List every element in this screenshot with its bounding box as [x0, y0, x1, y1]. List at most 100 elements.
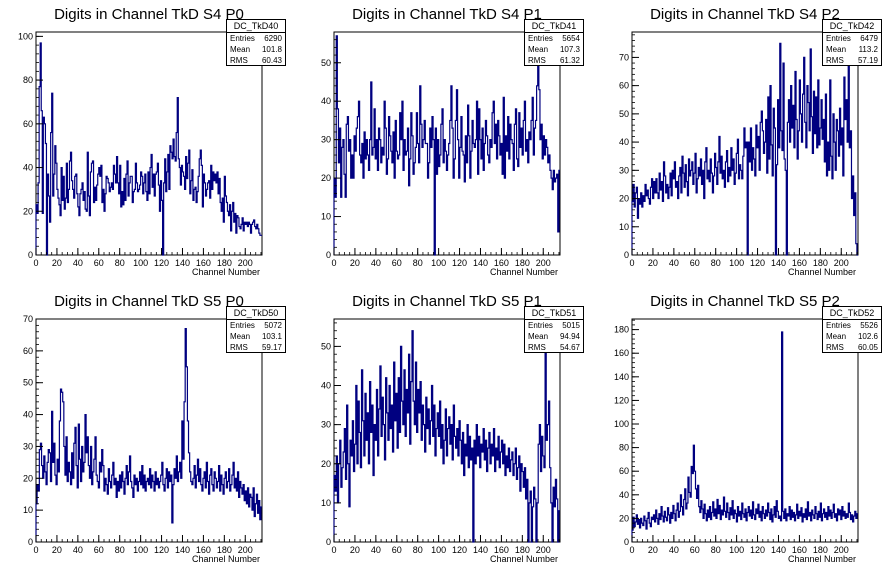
x-tick-label: 0	[331, 258, 336, 268]
x-tick-label: 80	[711, 258, 721, 268]
x-tick-label: 120	[750, 258, 765, 268]
stats-value: 5654	[562, 34, 580, 43]
x-axis-label: Channel Number	[788, 554, 856, 564]
stats-label: RMS	[826, 343, 844, 352]
stats-name: DC_TkD51	[525, 307, 583, 320]
stats-mean-row: Mean 102.6	[823, 331, 881, 342]
stats-rms-row: RMS 60.05	[823, 342, 881, 353]
y-tick-label: 40	[23, 410, 33, 420]
histogram-title: Digits in Channel TkD S5 P1	[352, 293, 542, 310]
y-tick-label: 30	[619, 165, 629, 175]
x-axis-label: Channel Number	[192, 267, 260, 277]
x-tick-label: 160	[494, 258, 509, 268]
x-tick-label: 60	[94, 545, 104, 555]
x-tick-label: 200	[238, 258, 253, 268]
x-tick-label: 80	[711, 545, 721, 555]
stats-label: Entries	[826, 34, 851, 43]
x-tick-label: 40	[73, 258, 83, 268]
x-tick-label: 180	[217, 545, 232, 555]
stats-label: Entries	[528, 34, 553, 43]
stats-label: Entries	[230, 34, 255, 43]
histogram-title: Digits in Channel TkD S4 P0	[54, 6, 244, 23]
stats-entries-row: Entries 5654	[525, 33, 583, 44]
stats-value: 5526	[860, 321, 878, 330]
y-tick-label: 120	[614, 395, 629, 405]
y-tick-label: 0	[624, 250, 629, 260]
y-tick-label: 20	[321, 459, 331, 469]
stats-label: RMS	[528, 56, 546, 65]
y-tick-label: 70	[23, 314, 33, 324]
stats-value: 113.2	[858, 45, 878, 54]
x-tick-label: 40	[669, 545, 679, 555]
stats-name: DC_TkD41	[525, 20, 583, 33]
y-tick-label: 40	[23, 163, 33, 173]
y-tick-label: 20	[619, 513, 629, 523]
stats-mean-row: Mean 107.3	[525, 44, 583, 55]
stats-name: DC_TkD52	[823, 307, 881, 320]
stats-rms-row: RMS 57.19	[823, 55, 881, 66]
stats-label: Mean	[230, 332, 251, 341]
x-tick-label: 200	[536, 545, 551, 555]
stats-rms-row: RMS 54.67	[525, 342, 583, 353]
y-tick-label: 0	[326, 537, 331, 547]
stats-value: 5072	[264, 321, 282, 330]
stats-value: 94.94	[559, 332, 580, 341]
x-tick-label: 20	[350, 258, 360, 268]
x-tick-label: 200	[536, 258, 551, 268]
histogram-series	[333, 330, 560, 543]
y-tick-label: 70	[619, 52, 629, 62]
x-tick-label: 140	[771, 545, 786, 555]
histogram-series	[631, 42, 858, 256]
stats-name: DC_TkD42	[823, 20, 881, 33]
x-tick-label: 140	[175, 545, 190, 555]
stats-value: 60.05	[857, 343, 878, 352]
stats-rms-row: RMS 61.32	[525, 55, 583, 66]
x-tick-label: 100	[431, 258, 446, 268]
x-tick-label: 40	[73, 545, 83, 555]
x-tick-label: 180	[813, 258, 828, 268]
y-tick-label: 20	[23, 473, 33, 483]
y-tick-label: 180	[614, 325, 629, 335]
x-tick-label: 20	[350, 545, 360, 555]
y-tick-label: 160	[614, 348, 629, 358]
stats-mean-row: Mean 101.8	[227, 44, 285, 55]
y-tick-label: 30	[321, 135, 331, 145]
plot-frame	[631, 318, 859, 543]
x-tick-label: 180	[515, 258, 530, 268]
stats-value: 107.3	[559, 45, 580, 54]
histogram-title: Digits in Channel TkD S5 P0	[54, 293, 244, 310]
x-tick-label: 100	[133, 258, 148, 268]
y-tick-label: 80	[23, 75, 33, 85]
x-tick-label: 120	[750, 545, 765, 555]
x-tick-label: 80	[413, 545, 423, 555]
y-tick-label: 50	[321, 58, 331, 68]
stats-box: DC_TkD40 Entries 6290 Mean 101.8 RMS 60.43	[226, 19, 286, 66]
y-tick-label: 100	[18, 31, 33, 41]
x-tick-label: 80	[115, 258, 125, 268]
x-tick-label: 140	[473, 258, 488, 268]
x-tick-label: 0	[33, 545, 38, 555]
x-tick-label: 0	[629, 545, 634, 555]
x-tick-label: 40	[371, 258, 381, 268]
y-tick-label: 40	[619, 137, 629, 147]
histogram-plot: 0 20 40 60 80 100 120 140 160 180 0 20 40 60 80 100 120 1…	[614, 318, 859, 564]
x-tick-label: 100	[729, 545, 744, 555]
y-tick-label: 10	[321, 212, 331, 222]
plot-frame	[333, 318, 561, 543]
y-tick-label: 10	[619, 222, 629, 232]
x-tick-label: 40	[669, 258, 679, 268]
plot-frame	[35, 318, 263, 543]
x-tick-label: 20	[52, 258, 62, 268]
stats-label: RMS	[230, 56, 248, 65]
y-tick-label: 20	[619, 194, 629, 204]
x-tick-label: 160	[196, 258, 211, 268]
x-axis-label: Channel Number	[788, 267, 856, 277]
stats-box: DC_TkD50 Entries 5072 Mean 103.1 RMS 59.17	[226, 306, 286, 353]
x-tick-label: 120	[452, 545, 467, 555]
x-tick-label: 200	[834, 545, 849, 555]
x-tick-label: 160	[196, 545, 211, 555]
stats-entries-row: Entries 6290	[227, 33, 285, 44]
x-tick-label: 100	[729, 258, 744, 268]
x-tick-label: 200	[834, 258, 849, 268]
stats-value: 6290	[264, 34, 282, 43]
